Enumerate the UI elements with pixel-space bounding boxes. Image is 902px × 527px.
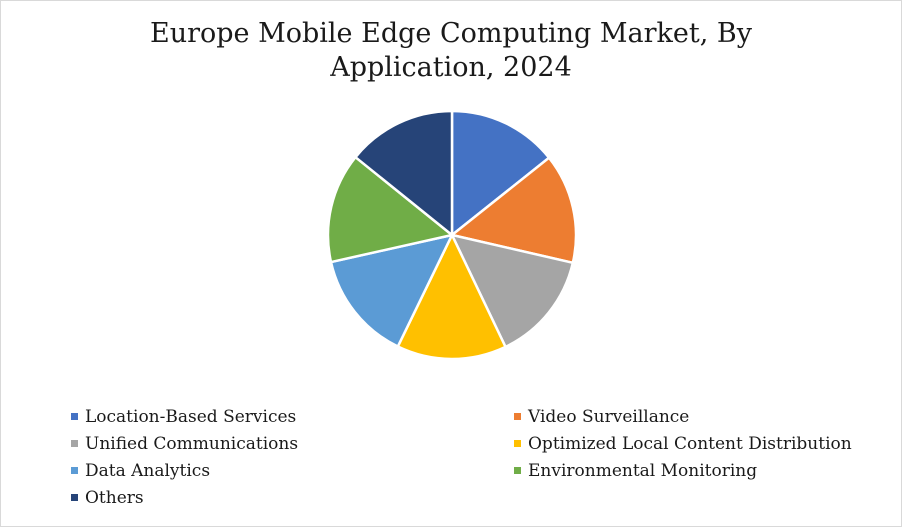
legend-item: Optimized Local Content Distribution (514, 432, 871, 455)
pie-slice-optimized-local-content-distribution (396, 233, 507, 361)
legend-label: Optimized Local Content Distribution (528, 433, 852, 454)
legend-item: Location-Based Services (71, 405, 514, 428)
pie-chart (326, 109, 578, 361)
pie-slice-others (354, 109, 454, 237)
legend-item: Video Surveillance (514, 405, 871, 428)
pie-slice-environmental-monitoring (326, 155, 454, 264)
pie-slice-data-analytics (329, 233, 454, 348)
legend-swatch (514, 413, 521, 420)
legend-swatch (71, 467, 78, 474)
legend-item: Data Analytics (71, 459, 514, 482)
pie-slice-video-surveillance (450, 156, 578, 265)
legend-swatch (71, 494, 78, 501)
chart-legend: Location-Based Services Video Surveillanc… (71, 405, 871, 509)
legend-item: Unified Communications (71, 432, 514, 455)
legend-label: Location-Based Services (85, 406, 297, 427)
chart-title-line-2: Application, 2024 (330, 52, 572, 83)
legend-swatch (514, 440, 521, 447)
legend-label: Video Surveillance (528, 406, 690, 427)
pie-slice-unified-communications (450, 233, 575, 349)
legend-swatch (71, 440, 78, 447)
legend-swatch (514, 467, 521, 474)
legend-item: Environmental Monitoring (514, 459, 871, 482)
chart-title-line-1: Europe Mobile Edge Computing Market, By (150, 18, 752, 49)
legend-label: Environmental Monitoring (528, 460, 758, 481)
legend-label: Others (85, 487, 144, 508)
legend-label: Unified Communications (85, 433, 299, 454)
legend-item: Others (71, 486, 514, 509)
pie-slice-location-based-services (450, 109, 551, 237)
chart-title: Europe Mobile Edge Computing Market, By … (1, 17, 901, 85)
legend-swatch (71, 413, 78, 420)
legend-label: Data Analytics (85, 460, 211, 481)
